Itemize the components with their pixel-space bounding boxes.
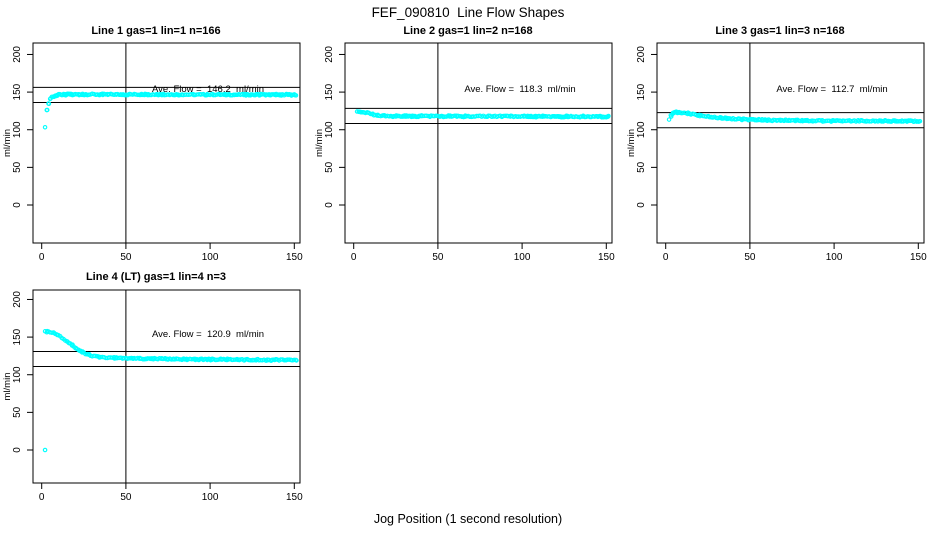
panel-4-ave-flow-annotation: Ave. Flow = 120.9 ml/min <box>151 329 265 340</box>
plot-box <box>344 42 613 244</box>
x-tick-label: 0 <box>39 492 45 503</box>
x-tick-label: 150 <box>286 252 303 263</box>
flow-data-points <box>42 91 299 130</box>
y-tick-label: 150 <box>12 328 23 345</box>
x-tick-label: 0 <box>663 252 669 263</box>
x-tick-label: 150 <box>910 252 927 263</box>
x-tick-label: 50 <box>120 492 132 503</box>
flow-data-points <box>354 109 611 120</box>
x-tick-label: 150 <box>286 492 303 503</box>
y-tick-label: 50 <box>12 406 23 418</box>
x-tick-label: 0 <box>351 252 357 263</box>
y-tick-label: 200 <box>12 291 23 308</box>
flow-data-points <box>666 109 923 124</box>
plot-box <box>656 42 925 244</box>
panel-3: 0 50 100 150 200 0 50 100 150 ml/min <box>626 42 927 263</box>
plot-box <box>32 289 301 484</box>
chart-title: FEF_090810 Line Flow Shapes <box>371 5 565 20</box>
y-tick-label: 100 <box>12 366 23 383</box>
x-tick-label: 100 <box>202 252 219 263</box>
y-tick-label: 50 <box>12 161 23 173</box>
panel-1-ave-flow-annotation: Ave. Flow = 146.2 ml/min <box>151 84 265 95</box>
panel-2: 0 50 100 150 200 0 50 100 150 ml/min <box>314 42 615 263</box>
panel-2-title: Line 2 gas=1 lin=2 n=168 <box>403 25 533 37</box>
x-tick-label: 100 <box>826 252 843 263</box>
y-axis-label: ml/min <box>2 373 13 401</box>
x-tick-label: 150 <box>598 252 615 263</box>
panel-4: 0 50 100 150 200 0 50 100 150 ml/min <box>2 289 303 503</box>
panel-4-title: Line 4 (LT) gas=1 lin=4 n=3 <box>85 271 227 283</box>
y-tick-label: 0 <box>12 447 23 453</box>
y-tick-label: 50 <box>324 161 335 173</box>
x-tick-label: 50 <box>120 252 132 263</box>
outlier-point <box>42 447 48 453</box>
x-tick-label: 0 <box>39 252 45 263</box>
x-tick-label: 50 <box>432 252 444 263</box>
panel-1: 0 50 100 150 200 0 50 100 150 ml/min <box>2 42 303 263</box>
y-tick-label: 150 <box>636 83 647 100</box>
panel-3-title: Line 3 gas=1 lin=3 n=168 <box>715 25 845 37</box>
flow-data-points <box>42 328 299 453</box>
plot-box <box>32 42 301 244</box>
x-tick-label: 50 <box>744 252 756 263</box>
y-tick-label: 200 <box>324 46 335 63</box>
y-tick-label: 50 <box>636 161 647 173</box>
y-axis-label: ml/min <box>626 129 637 157</box>
y-tick-label: 200 <box>12 46 23 63</box>
x-tick-label: 100 <box>202 492 219 503</box>
y-tick-label: 100 <box>324 121 335 138</box>
panel-2-ave-flow-annotation: Ave. Flow = 118.3 ml/min <box>464 84 576 95</box>
y-axis-label: ml/min <box>2 129 13 157</box>
y-axis-label: ml/min <box>314 129 325 157</box>
panel-1-title: Line 1 gas=1 lin=1 n=166 <box>91 25 221 37</box>
x-axis-label: Jog Position (1 second resolution) <box>373 512 563 526</box>
y-tick-label: 150 <box>12 83 23 100</box>
y-tick-label: 200 <box>636 46 647 63</box>
y-tick-label: 0 <box>12 202 23 208</box>
panel-3-ave-flow-annotation: Ave. Flow = 112.7 ml/min <box>776 84 888 95</box>
y-tick-label: 0 <box>636 202 647 208</box>
y-tick-label: 0 <box>324 202 335 208</box>
y-tick-label: 150 <box>324 83 335 100</box>
y-tick-label: 100 <box>12 121 23 138</box>
y-tick-label: 100 <box>636 121 647 138</box>
x-tick-label: 100 <box>514 252 531 263</box>
